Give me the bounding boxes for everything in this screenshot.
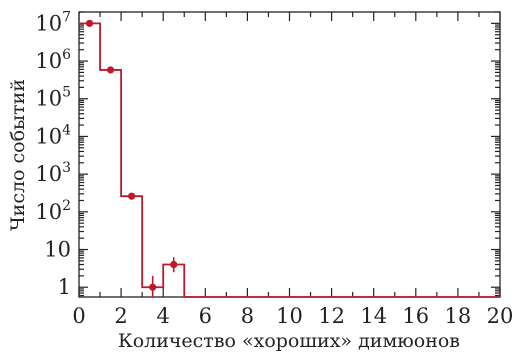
x-tick-label: 12 (318, 304, 345, 328)
point-marker (128, 192, 136, 200)
plot-area: 0 2 4 6 8 10 12 14 16 18 20 1 10 102 103 104 105 106 107 (35, 9, 513, 328)
histogram-step-line (79, 22, 500, 298)
x-tick-label: 4 (157, 304, 170, 328)
y-tick-label: 107 (35, 9, 71, 35)
y-axis-tick-labels: 1 10 102 103 104 105 106 107 (35, 9, 71, 299)
y-tick-label: 102 (35, 198, 71, 224)
data-points (85, 19, 178, 297)
y-tick-label: 103 (35, 160, 71, 186)
data-point (170, 257, 178, 273)
x-tick-label: 8 (241, 304, 254, 328)
x-tick-label: 20 (487, 304, 514, 328)
data-point (85, 19, 94, 27)
x-tick-label: 16 (402, 304, 429, 328)
point-marker (170, 260, 178, 269)
x-tick-label: 6 (199, 304, 212, 328)
x-axis-label: Количество «хороших» димюонов (118, 330, 460, 352)
y-tick-label: 10 (44, 238, 71, 262)
y-tick-label: 106 (35, 47, 71, 73)
x-tick-label: 14 (360, 304, 387, 328)
x-tick-label: 18 (445, 304, 472, 328)
point-marker (106, 66, 115, 74)
point-marker (85, 19, 94, 27)
y-tick-label: 104 (35, 122, 71, 148)
y-axis-label: Число событий (7, 79, 29, 231)
y-tick-label: 1 (58, 275, 71, 299)
data-point (128, 192, 136, 200)
data-point (149, 275, 157, 297)
y-tick-label: 105 (35, 85, 71, 111)
x-tick-label: 0 (72, 304, 85, 328)
x-tick-label: 2 (114, 304, 127, 328)
data-point (106, 66, 115, 74)
point-marker (149, 283, 157, 291)
x-axis-tick-labels: 0 2 4 6 8 10 12 14 16 18 20 (72, 304, 513, 328)
x-tick-label: 10 (276, 304, 303, 328)
x-axis-ticks (78, 12, 501, 297)
